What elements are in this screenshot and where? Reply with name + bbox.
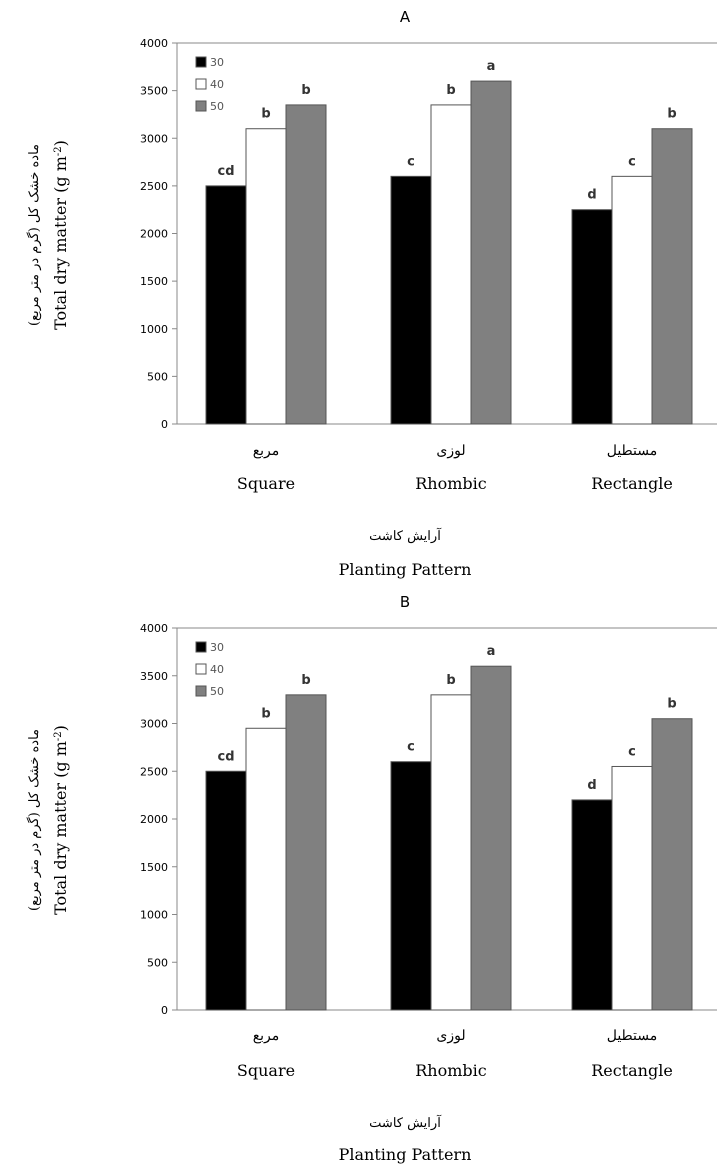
y-tick-label: 2500 bbox=[140, 765, 168, 778]
category-label-fa: مستطیل bbox=[607, 1028, 658, 1044]
legend-label: 40 bbox=[210, 78, 224, 91]
legend-label: 40 bbox=[210, 663, 224, 676]
y-tick-label: 1500 bbox=[140, 275, 168, 288]
bar-significance-label: b bbox=[301, 83, 310, 98]
bar-significance-label: cd bbox=[217, 749, 234, 764]
bar-significance-label: b bbox=[261, 107, 270, 122]
bar-50-Rhombic bbox=[470, 665, 512, 1011]
bar-40-Square bbox=[245, 727, 287, 1011]
y-tick-label: 2500 bbox=[140, 180, 168, 193]
bar-significance-label: b bbox=[301, 673, 310, 688]
x-axis-label: Planting Pattern bbox=[339, 560, 472, 579]
bar-30-Square bbox=[205, 770, 247, 1011]
legend-swatch-50 bbox=[195, 100, 207, 112]
bar-significance-label: b bbox=[667, 107, 676, 122]
legend-swatch-30 bbox=[195, 641, 207, 653]
legend-swatch-50 bbox=[195, 685, 207, 697]
y-axis-label: Total dry matter (g m-2) bbox=[51, 725, 70, 915]
y-axis-label-fa: ماده خشک کل (گرم در متر مربع) bbox=[26, 729, 42, 911]
category-label-fa: مستطیل bbox=[607, 443, 658, 459]
bar-30-Rhombic bbox=[390, 175, 432, 425]
bar-40-Square bbox=[245, 128, 287, 425]
bar-significance-label: c bbox=[628, 154, 636, 169]
category-label-fa: لوزی bbox=[436, 1028, 465, 1044]
bar-40-Rectangle bbox=[611, 175, 653, 425]
y-axis-label-fa: ماده خشک کل (گرم در متر مربع) bbox=[26, 144, 42, 326]
bar-significance-label: cd bbox=[217, 164, 234, 179]
y-tick-label: 3000 bbox=[140, 718, 168, 731]
category-label: Rectangle bbox=[591, 474, 673, 493]
bar-significance-label: d bbox=[587, 188, 596, 203]
y-tick-label: 2000 bbox=[140, 228, 168, 241]
bar-40-Rectangle bbox=[611, 765, 653, 1011]
bar-30-Rhombic bbox=[390, 761, 432, 1011]
legend-swatch-40 bbox=[195, 663, 207, 675]
category-label: Square bbox=[237, 1061, 295, 1080]
bar-significance-label: a bbox=[487, 59, 496, 74]
bar-significance-label: c bbox=[407, 154, 415, 169]
bar-40-Rhombic bbox=[430, 104, 472, 425]
category-label-fa: مربع bbox=[253, 1028, 280, 1044]
legend-swatch-30 bbox=[195, 56, 207, 68]
bar-40-Rhombic bbox=[430, 694, 472, 1011]
bar-significance-label: a bbox=[487, 644, 496, 659]
legend-label: 50 bbox=[210, 685, 224, 698]
bar-significance-label: b bbox=[261, 706, 270, 721]
legend-label: 30 bbox=[210, 641, 224, 654]
category-label-fa: مربع bbox=[253, 443, 280, 459]
bar-significance-label: c bbox=[628, 744, 636, 759]
bar-50-Square bbox=[285, 694, 327, 1011]
chart-A: A05001000150020002500300035004000cdcdbbc… bbox=[26, 8, 717, 579]
category-label: Rectangle bbox=[591, 1061, 673, 1080]
y-tick-label: 4000 bbox=[140, 622, 168, 635]
bar-significance-label: c bbox=[407, 740, 415, 755]
legend-swatch-40 bbox=[195, 78, 207, 90]
bar-30-Square bbox=[205, 185, 247, 425]
y-tick-label: 0 bbox=[161, 418, 168, 431]
x-axis-label: Planting Pattern bbox=[339, 1145, 472, 1164]
y-tick-label: 4000 bbox=[140, 37, 168, 50]
legend-label: 30 bbox=[210, 56, 224, 69]
bar-significance-label: d bbox=[587, 778, 596, 793]
bar-significance-label: b bbox=[667, 697, 676, 712]
y-tick-label: 3500 bbox=[140, 85, 168, 98]
y-tick-label: 1000 bbox=[140, 323, 168, 336]
legend-label: 50 bbox=[210, 100, 224, 113]
y-tick-label: 3500 bbox=[140, 670, 168, 683]
category-label-fa: لوزی bbox=[436, 443, 465, 459]
y-axis-label: Total dry matter (g m-2) bbox=[51, 140, 70, 330]
y-tick-label: 1000 bbox=[140, 909, 168, 922]
y-tick-label: 2000 bbox=[140, 813, 168, 826]
category-label: Rhombic bbox=[415, 1061, 487, 1080]
y-tick-label: 1500 bbox=[140, 861, 168, 874]
bar-50-Rectangle bbox=[651, 718, 693, 1011]
bar-50-Rectangle bbox=[651, 128, 693, 425]
category-label: Rhombic bbox=[415, 474, 487, 493]
bar-30-Rectangle bbox=[571, 209, 613, 425]
x-axis-label-fa: آرایش کاشت bbox=[369, 527, 442, 544]
bar-50-Square bbox=[285, 104, 327, 425]
y-tick-label: 500 bbox=[147, 956, 168, 969]
chart-B: B05001000150020002500300035004000cdcdbbc… bbox=[26, 593, 717, 1164]
y-tick-label: 500 bbox=[147, 370, 168, 383]
y-tick-label: 0 bbox=[161, 1004, 168, 1017]
bar-significance-label: b bbox=[446, 673, 455, 688]
x-axis-label-fa: آرایش کاشت bbox=[369, 1114, 442, 1131]
bar-50-Rhombic bbox=[470, 80, 512, 425]
chart-title: B bbox=[400, 593, 410, 611]
y-tick-label: 3000 bbox=[140, 132, 168, 145]
chart-title: A bbox=[400, 8, 411, 26]
bar-30-Rectangle bbox=[571, 799, 613, 1011]
bar-significance-label: b bbox=[446, 83, 455, 98]
category-label: Square bbox=[237, 474, 295, 493]
